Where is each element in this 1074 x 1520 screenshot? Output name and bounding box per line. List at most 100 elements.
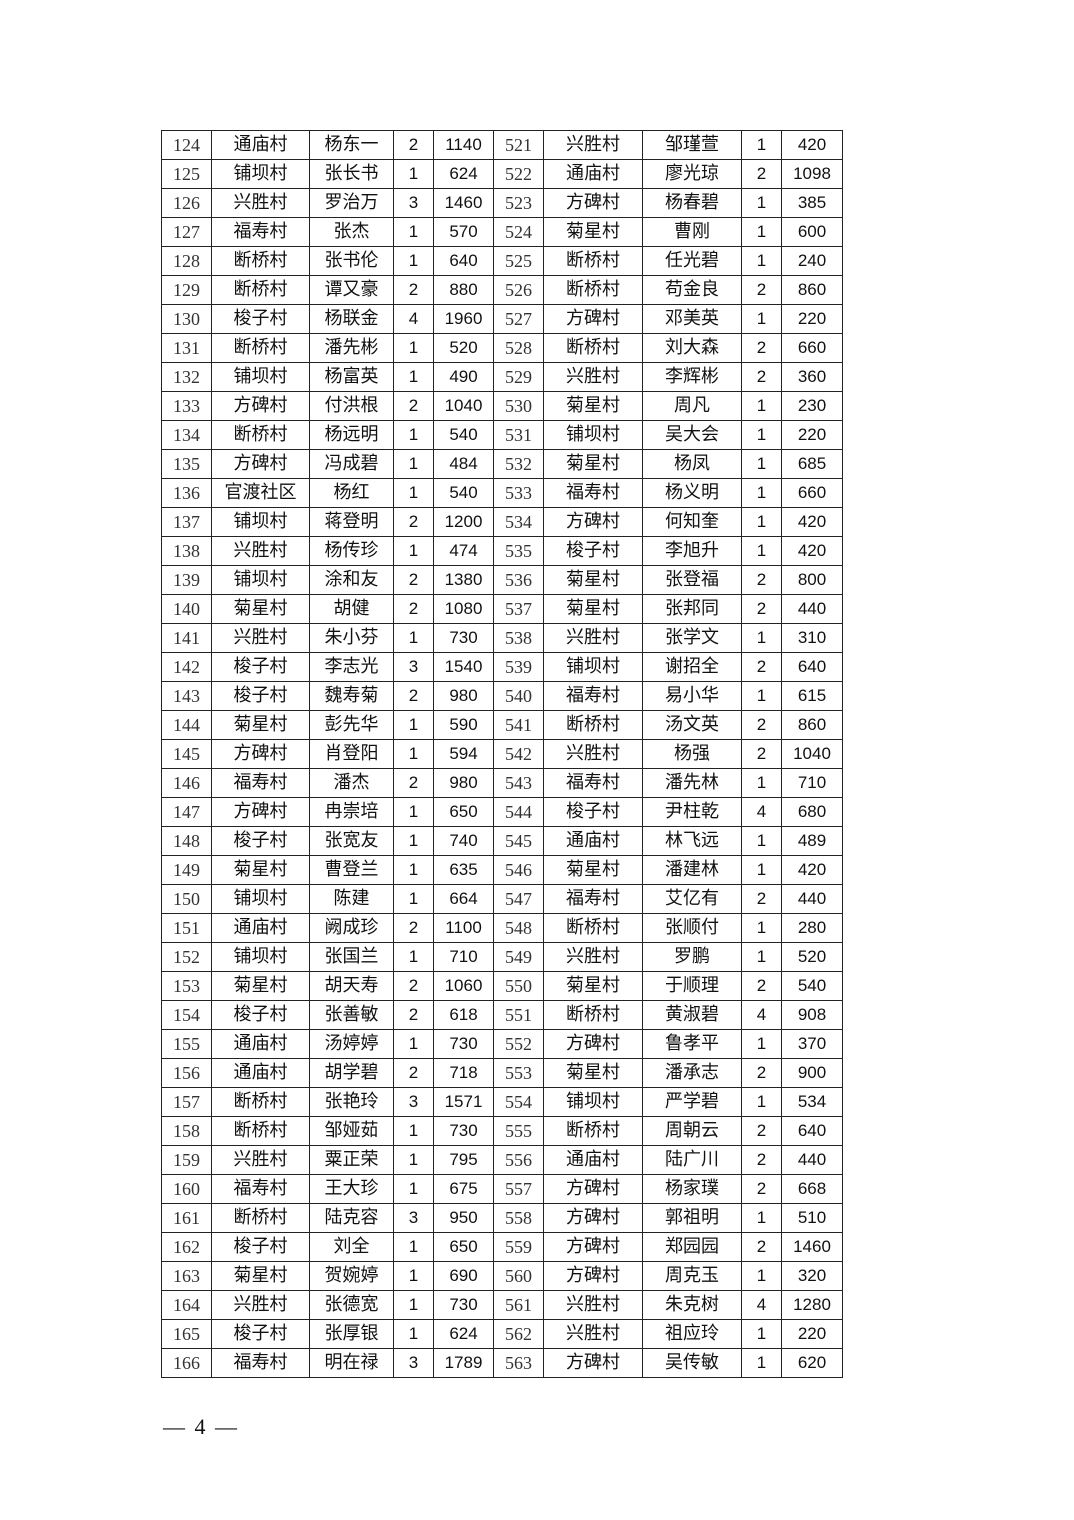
household-size-cell: 2 [393,681,434,711]
serial-number-cell: 148 [161,826,212,856]
serial-number-cell: 149 [161,855,212,885]
amount-cell: 520 [781,942,843,972]
name-cell: 张顺付 [642,913,742,943]
village-cell: 福寿村 [211,1174,310,1204]
village-cell: 兴胜村 [211,188,310,218]
serial-number-cell: 546 [493,855,544,885]
table-row: 125 铺坝村 张长书 1 624 522 通庙村 廖光琼 2 1098 [161,159,843,189]
amount-cell: 420 [781,507,843,537]
village-cell: 断桥村 [211,333,310,363]
household-size-cell: 2 [741,333,782,363]
amount-cell: 860 [781,710,843,740]
household-size-cell: 3 [393,1203,434,1233]
table-row: 152 铺坝村 张国兰 1 710 549 兴胜村 罗鹏 1 520 [161,942,843,972]
household-size-cell: 2 [741,652,782,682]
serial-number-cell: 541 [493,710,544,740]
name-cell: 朱小芬 [309,623,394,653]
serial-number-cell: 147 [161,797,212,827]
serial-number-cell: 562 [493,1319,544,1349]
table-row: 146 福寿村 潘杰 2 980 543 福寿村 潘先林 1 710 [161,768,843,798]
serial-number-cell: 155 [161,1029,212,1059]
serial-number-cell: 164 [161,1290,212,1320]
name-cell: 明在禄 [309,1348,394,1378]
name-cell: 邓美英 [642,304,742,334]
household-size-cell: 1 [393,1319,434,1349]
table-row: 127 福寿村 张杰 1 570 524 菊星村 曹刚 1 600 [161,217,843,247]
village-cell: 福寿村 [211,768,310,798]
name-cell: 潘杰 [309,768,394,798]
household-size-cell: 1 [393,1174,434,1204]
village-cell: 铺坝村 [211,507,310,537]
serial-number-cell: 142 [161,652,212,682]
table-body: 124 通庙村 杨东一 2 1140 521 兴胜村 邹瑾萱 1 420 125 铺坝村 张长书 1 624… [161,130,843,1378]
name-cell: 杨家璞 [642,1174,742,1204]
village-cell: 铺坝村 [543,652,643,682]
name-cell: 汤文英 [642,710,742,740]
name-cell: 张宽友 [309,826,394,856]
table-row: 164 兴胜村 张德宽 1 730 561 兴胜村 朱克树 4 1280 [161,1290,843,1320]
household-size-cell: 2 [741,594,782,624]
household-size-cell: 2 [741,1145,782,1175]
serial-number-cell: 144 [161,710,212,740]
village-cell: 梭子村 [211,1000,310,1030]
serial-number-cell: 136 [161,478,212,508]
household-size-cell: 1 [741,1261,782,1291]
household-size-cell: 1 [741,768,782,798]
amount-cell: 540 [433,420,494,450]
amount-cell: 1080 [433,594,494,624]
village-cell: 方碑村 [543,1174,643,1204]
table-row: 148 梭子村 张宽友 1 740 545 通庙村 林飞远 1 489 [161,826,843,856]
amount-cell: 1460 [781,1232,843,1262]
serial-number-cell: 140 [161,594,212,624]
amount-cell: 590 [433,710,494,740]
village-cell: 方碑村 [543,507,643,537]
village-cell: 断桥村 [211,1203,310,1233]
household-size-cell: 2 [741,739,782,769]
name-cell: 张国兰 [309,942,394,972]
village-cell: 梭子村 [211,304,310,334]
household-size-cell: 2 [741,971,782,1001]
village-cell: 菊星村 [211,1261,310,1291]
table-row: 154 梭子村 张善敏 2 618 551 断桥村 黄淑碧 4 908 [161,1000,843,1030]
village-cell: 菊星村 [211,855,310,885]
household-size-cell: 1 [393,1290,434,1320]
amount-cell: 650 [433,1232,494,1262]
name-cell: 蒋登明 [309,507,394,537]
village-cell: 断桥村 [543,246,643,276]
household-size-cell: 2 [393,971,434,1001]
amount-cell: 220 [781,1319,843,1349]
table-row: 131 断桥村 潘先彬 1 520 528 断桥村 刘大森 2 660 [161,333,843,363]
serial-number-cell: 524 [493,217,544,247]
serial-number-cell: 162 [161,1232,212,1262]
table-row: 158 断桥村 邹娅茹 1 730 555 断桥村 周朝云 2 640 [161,1116,843,1146]
household-size-cell: 1 [393,797,434,827]
amount-cell: 220 [781,304,843,334]
amount-cell: 360 [781,362,843,392]
amount-cell: 490 [433,362,494,392]
name-cell: 林飞远 [642,826,742,856]
village-cell: 方碑村 [543,1348,643,1378]
table-row: 149 菊星村 曹登兰 1 635 546 菊星村 潘建林 1 420 [161,855,843,885]
name-cell: 曹刚 [642,217,742,247]
name-cell: 祖应玲 [642,1319,742,1349]
table-row: 134 断桥村 杨远明 1 540 531 铺坝村 吴大会 1 220 [161,420,843,450]
serial-number-cell: 165 [161,1319,212,1349]
amount-cell: 660 [781,333,843,363]
household-size-cell: 2 [741,1116,782,1146]
table-row: 166 福寿村 明在禄 3 1789 563 方碑村 吴传敏 1 620 [161,1348,843,1378]
village-cell: 梭子村 [211,681,310,711]
serial-number-cell: 146 [161,768,212,798]
name-cell: 潘建林 [642,855,742,885]
amount-cell: 420 [781,855,843,885]
household-size-cell: 4 [741,1290,782,1320]
serial-number-cell: 557 [493,1174,544,1204]
village-cell: 菊星村 [211,710,310,740]
household-size-cell: 1 [393,739,434,769]
amount-cell: 640 [781,1116,843,1146]
amount-cell: 730 [433,1290,494,1320]
name-cell: 周凡 [642,391,742,421]
table-row: 124 通庙村 杨东一 2 1140 521 兴胜村 邹瑾萱 1 420 [161,130,843,160]
village-cell: 断桥村 [543,275,643,305]
amount-cell: 1380 [433,565,494,595]
serial-number-cell: 538 [493,623,544,653]
